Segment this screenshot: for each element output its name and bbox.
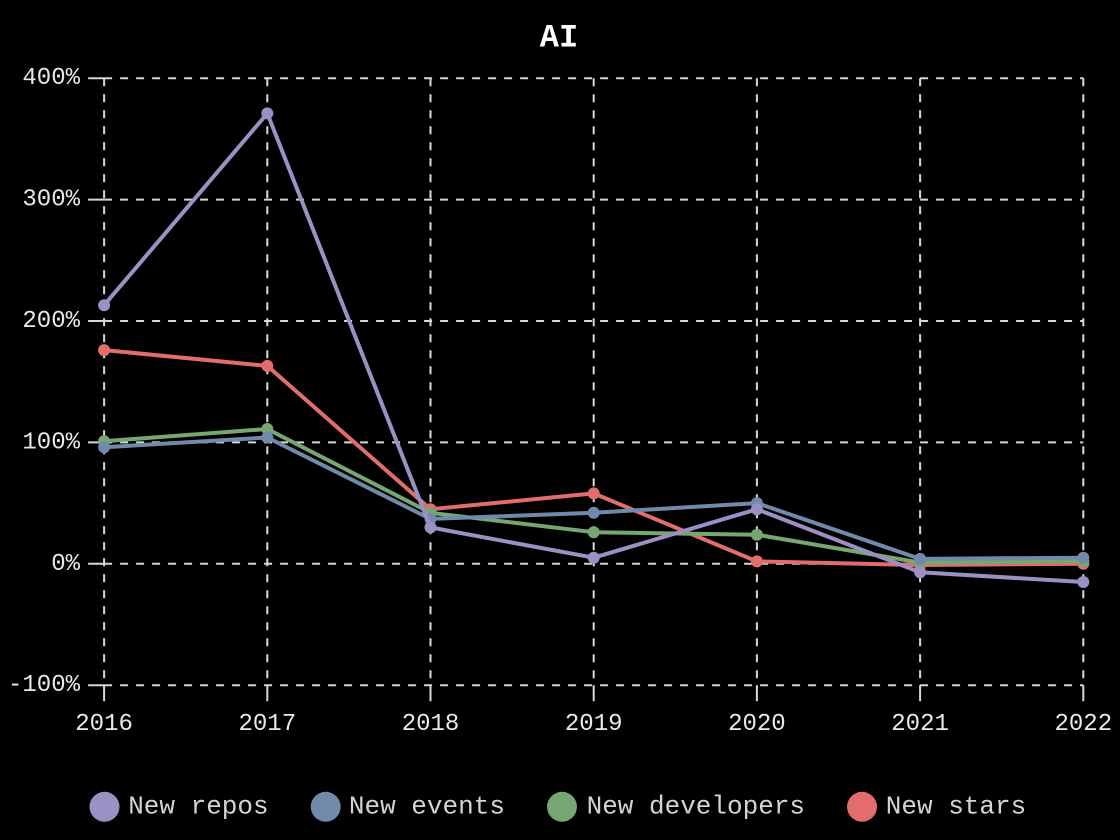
svg-text:New developers: New developers	[587, 792, 805, 822]
svg-text:100%: 100%	[22, 429, 80, 456]
svg-text:2017: 2017	[238, 711, 296, 738]
svg-text:0%: 0%	[51, 551, 80, 578]
svg-text:-100%: -100%	[8, 672, 81, 699]
svg-text:New events: New events	[349, 792, 505, 822]
svg-text:2020: 2020	[728, 711, 786, 738]
svg-text:2022: 2022	[1054, 711, 1112, 738]
svg-text:2016: 2016	[75, 711, 133, 738]
svg-text:2019: 2019	[565, 711, 623, 738]
svg-text:300%: 300%	[22, 187, 80, 214]
svg-text:New stars: New stars	[886, 792, 1026, 822]
svg-text:2021: 2021	[891, 711, 949, 738]
svg-text:AI: AI	[540, 20, 578, 57]
svg-text:200%: 200%	[22, 308, 80, 335]
svg-text:2018: 2018	[402, 711, 460, 738]
svg-text:New repos: New repos	[128, 792, 268, 822]
svg-text:400%: 400%	[22, 65, 80, 92]
